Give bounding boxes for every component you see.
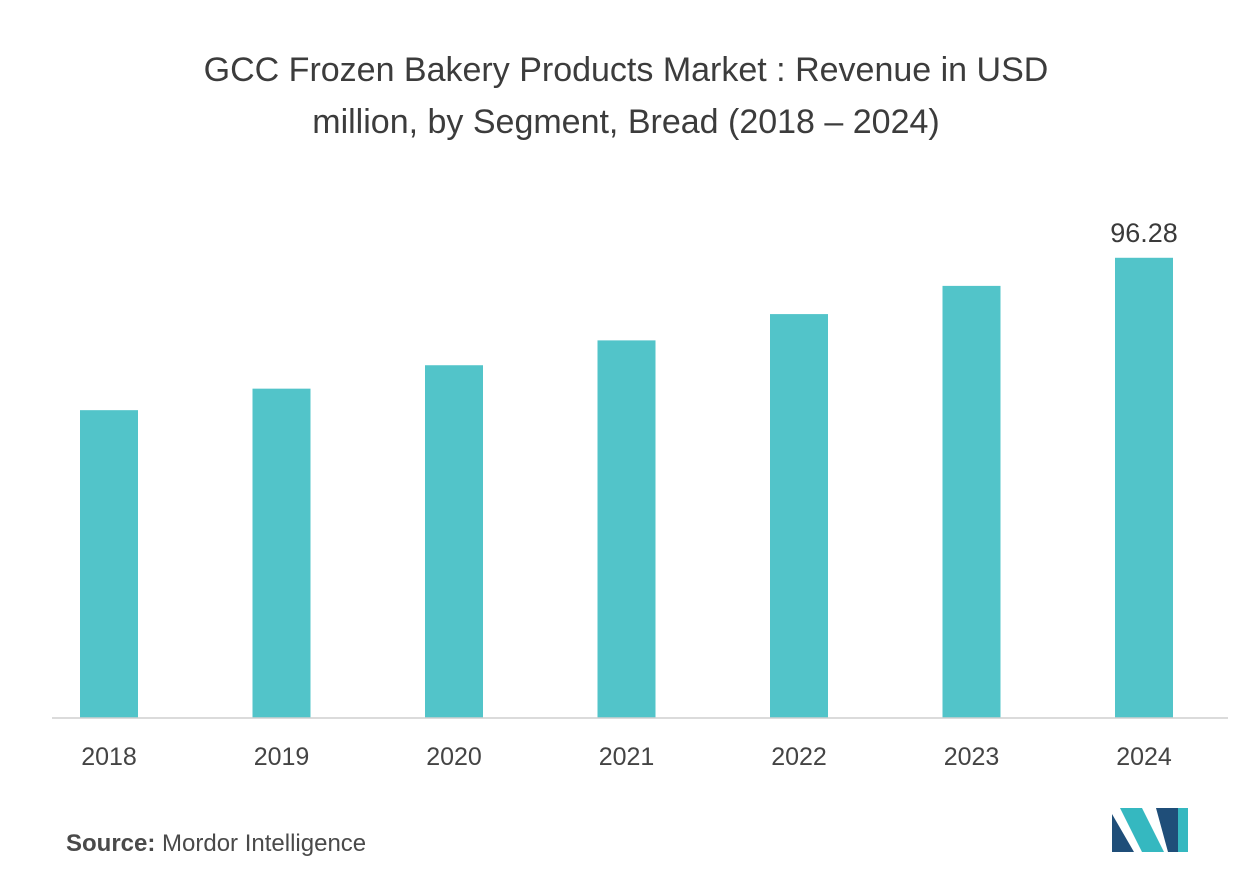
mordor-intelligence-logo-icon xyxy=(1112,808,1188,852)
source-label: Source: xyxy=(66,830,156,857)
logo-right-accent xyxy=(1178,808,1188,852)
x-tick-label-2021: 2021 xyxy=(599,743,655,771)
x-tick-label-2018: 2018 xyxy=(81,743,137,771)
bar-2023 xyxy=(942,285,1001,718)
logo-right-shape xyxy=(1156,808,1178,852)
logo-middle-shape xyxy=(1120,808,1164,852)
bar-2024 xyxy=(1115,257,1173,718)
chart-title-line-1: GCC Frozen Bakery Products Market : Reve… xyxy=(203,51,1049,89)
bars-group xyxy=(80,257,1173,718)
source-text: Mordor Intelligence xyxy=(155,830,367,857)
x-tick-label-2023: 2023 xyxy=(944,743,1000,771)
data-label-2024: 96.28 xyxy=(1110,218,1178,248)
x-axis-tick-labels: 2018 2019 2020 2021 2022 2023 2024 xyxy=(81,743,1172,771)
logo-left-shape xyxy=(1112,814,1134,852)
data-labels: 96.28 xyxy=(1110,218,1178,248)
x-tick-label-2020: 2020 xyxy=(426,743,482,771)
source-note: Source: Mordor Intelligence xyxy=(66,830,366,858)
bar-2020 xyxy=(425,365,483,718)
chart-title-line-2: million, by Segment, Bread (2018 – 2024) xyxy=(312,103,940,141)
bar-2022 xyxy=(770,314,828,718)
bar-2018 xyxy=(80,410,138,718)
bar-2019 xyxy=(252,388,311,718)
x-tick-label-2022: 2022 xyxy=(771,743,827,771)
x-tick-label-2019: 2019 xyxy=(254,743,310,771)
x-tick-label-2024: 2024 xyxy=(1116,743,1172,771)
chart-title: GCC Frozen Bakery Products Market : Reve… xyxy=(120,44,1132,148)
bar-2021 xyxy=(597,340,656,718)
